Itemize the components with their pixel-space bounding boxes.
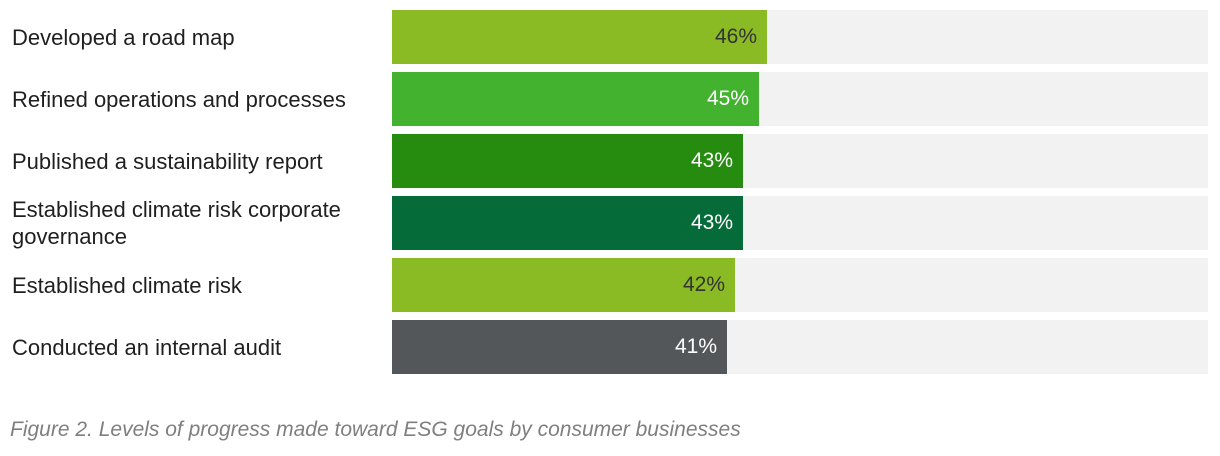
bar-chart: Developed a road map 46% Refined operation… bbox=[0, 10, 1220, 374]
bar-track: 42% bbox=[392, 258, 1208, 312]
bar bbox=[392, 320, 727, 374]
category-label: Published a sustainability report bbox=[12, 148, 323, 174]
bar-row: Developed a road map 46% bbox=[0, 10, 1220, 64]
bar-row: Established climate risk corporate gover… bbox=[0, 196, 1220, 250]
bar-track: 43% bbox=[392, 196, 1208, 250]
category-label: Refined operations and processes bbox=[12, 86, 346, 112]
bar bbox=[392, 196, 743, 250]
bar bbox=[392, 72, 759, 126]
bar-track: 46% bbox=[392, 10, 1208, 64]
bar-row: Established climate risk 42% bbox=[0, 258, 1220, 312]
bar-row: Published a sustainability report 43% bbox=[0, 134, 1220, 188]
value-label: 41% bbox=[674, 335, 717, 358]
bar bbox=[392, 10, 767, 64]
bar-track: 45% bbox=[392, 72, 1208, 126]
category-label: Conducted an internal audit bbox=[12, 334, 282, 360]
value-label: 42% bbox=[682, 273, 725, 296]
bar bbox=[392, 258, 735, 312]
category-label: Established climate risk bbox=[12, 272, 242, 298]
category-label: Developed a road map bbox=[12, 24, 235, 50]
bar-track: 41% bbox=[392, 320, 1208, 374]
value-label: 46% bbox=[714, 25, 757, 48]
value-label: 45% bbox=[706, 87, 749, 110]
category-label: Established climate risk corporate gover… bbox=[12, 197, 341, 249]
figure-caption: Figure 2. Levels of progress made toward… bbox=[10, 418, 741, 441]
bar-row: Refined operations and processes 45% bbox=[0, 72, 1220, 126]
value-label: 43% bbox=[690, 211, 733, 234]
bar-row: Conducted an internal audit 41% bbox=[0, 320, 1220, 374]
value-label: 43% bbox=[690, 149, 733, 172]
bar bbox=[392, 134, 743, 188]
bar-track: 43% bbox=[392, 134, 1208, 188]
